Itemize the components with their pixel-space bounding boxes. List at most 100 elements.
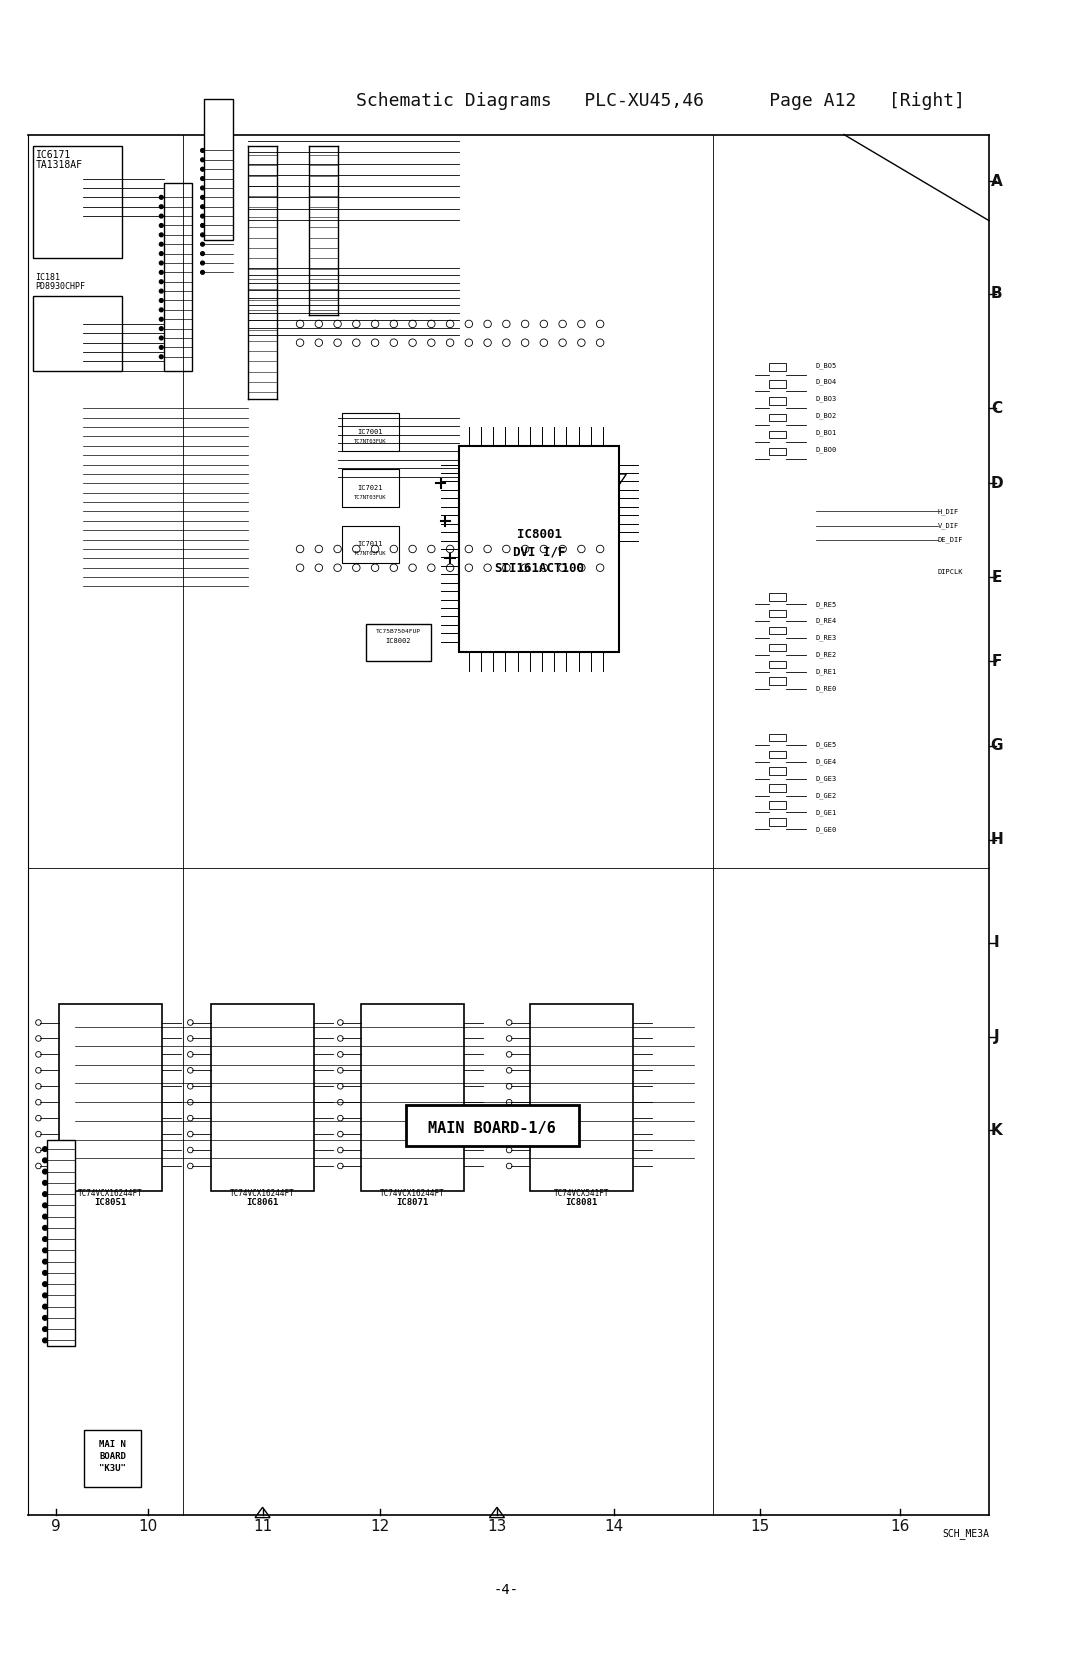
Text: IC8001: IC8001 bbox=[516, 529, 562, 541]
Text: DE_DIF: DE_DIF bbox=[937, 536, 963, 542]
Bar bbox=[769, 818, 786, 826]
Text: IC7011: IC7011 bbox=[357, 541, 383, 547]
FancyBboxPatch shape bbox=[406, 1105, 579, 1147]
Bar bbox=[164, 184, 192, 371]
Circle shape bbox=[43, 1215, 48, 1218]
Text: D_GE1: D_GE1 bbox=[815, 809, 837, 816]
Circle shape bbox=[160, 214, 163, 219]
Bar bbox=[769, 661, 786, 668]
Bar bbox=[769, 784, 786, 791]
Text: D_GE5: D_GE5 bbox=[815, 741, 837, 748]
Circle shape bbox=[201, 149, 204, 152]
Text: 12: 12 bbox=[370, 1519, 390, 1534]
Text: F: F bbox=[991, 654, 1002, 669]
Text: D_RE0: D_RE0 bbox=[815, 686, 837, 693]
Text: 10: 10 bbox=[138, 1519, 158, 1534]
Text: B: B bbox=[991, 287, 1002, 302]
Circle shape bbox=[201, 205, 204, 209]
Circle shape bbox=[160, 299, 163, 302]
Text: MAIN BOARD-1/6: MAIN BOARD-1/6 bbox=[429, 1122, 556, 1137]
Text: 11: 11 bbox=[253, 1519, 272, 1534]
Text: TC7NT03FUK: TC7NT03FUK bbox=[354, 496, 387, 501]
Bar bbox=[204, 98, 232, 240]
Circle shape bbox=[160, 335, 163, 340]
Text: 15: 15 bbox=[750, 1519, 769, 1534]
Circle shape bbox=[201, 242, 204, 245]
Text: D_GE3: D_GE3 bbox=[815, 776, 837, 783]
Text: D_RE5: D_RE5 bbox=[815, 601, 837, 608]
Text: D_RE1: D_RE1 bbox=[815, 669, 837, 676]
Text: SII161ACT100: SII161ACT100 bbox=[495, 562, 584, 576]
Circle shape bbox=[201, 224, 204, 227]
Circle shape bbox=[43, 1303, 48, 1308]
Circle shape bbox=[201, 177, 204, 180]
Circle shape bbox=[160, 327, 163, 330]
Text: TC74VCX541FT: TC74VCX541FT bbox=[554, 1188, 609, 1198]
Circle shape bbox=[160, 270, 163, 274]
Bar bbox=[769, 801, 786, 809]
Circle shape bbox=[160, 252, 163, 255]
Text: 9: 9 bbox=[52, 1519, 62, 1534]
Bar bbox=[530, 1003, 633, 1192]
Circle shape bbox=[160, 355, 163, 359]
Text: H_DIF: H_DIF bbox=[937, 507, 959, 514]
Text: IC7021: IC7021 bbox=[357, 486, 383, 491]
Text: TC7NT03FUK: TC7NT03FUK bbox=[354, 439, 387, 444]
Text: TC74VCX16244FT: TC74VCX16244FT bbox=[78, 1188, 143, 1198]
Text: TC75B7504FUP: TC75B7504FUP bbox=[376, 629, 421, 634]
Text: D_BO4: D_BO4 bbox=[815, 379, 837, 386]
Text: IC7001: IC7001 bbox=[357, 429, 383, 434]
Circle shape bbox=[43, 1237, 48, 1242]
Circle shape bbox=[160, 280, 163, 284]
Circle shape bbox=[160, 242, 163, 245]
Bar bbox=[342, 412, 399, 451]
Circle shape bbox=[160, 195, 163, 199]
Circle shape bbox=[43, 1170, 48, 1173]
Text: DVI I/F: DVI I/F bbox=[513, 546, 566, 559]
Circle shape bbox=[160, 205, 163, 209]
Text: IC8081: IC8081 bbox=[565, 1198, 597, 1207]
Circle shape bbox=[43, 1203, 48, 1208]
Bar bbox=[769, 414, 786, 422]
Circle shape bbox=[43, 1180, 48, 1185]
Bar bbox=[30, 137, 986, 1512]
Circle shape bbox=[201, 185, 204, 190]
Circle shape bbox=[43, 1192, 48, 1197]
Bar bbox=[366, 624, 431, 661]
Circle shape bbox=[160, 309, 163, 312]
Text: D_BO2: D_BO2 bbox=[815, 412, 837, 419]
Circle shape bbox=[160, 289, 163, 294]
Text: TC74VCX16244FT: TC74VCX16244FT bbox=[230, 1188, 295, 1198]
Text: PD8930CHPF: PD8930CHPF bbox=[36, 282, 85, 290]
Bar bbox=[769, 592, 786, 601]
Text: G: G bbox=[990, 738, 1003, 753]
Text: IC8071: IC8071 bbox=[396, 1198, 429, 1207]
Text: IC8061: IC8061 bbox=[246, 1198, 279, 1207]
Bar bbox=[769, 609, 786, 618]
Text: C: C bbox=[991, 401, 1002, 416]
Text: DIPCLK: DIPCLK bbox=[937, 569, 963, 576]
Text: D_RE3: D_RE3 bbox=[815, 634, 837, 641]
Circle shape bbox=[201, 260, 204, 265]
Text: MAI N: MAI N bbox=[99, 1440, 126, 1449]
Text: D_BO0: D_BO0 bbox=[815, 446, 837, 452]
FancyArrowPatch shape bbox=[104, 1434, 112, 1482]
Circle shape bbox=[43, 1248, 48, 1253]
Circle shape bbox=[43, 1327, 48, 1332]
Circle shape bbox=[160, 224, 163, 227]
Bar bbox=[459, 446, 619, 653]
Text: I: I bbox=[994, 935, 1000, 950]
Bar bbox=[769, 644, 786, 651]
Bar bbox=[769, 678, 786, 684]
Bar bbox=[59, 1003, 162, 1192]
Text: BOARD: BOARD bbox=[99, 1452, 126, 1460]
Text: E: E bbox=[991, 569, 1002, 584]
Circle shape bbox=[43, 1270, 48, 1275]
Bar bbox=[769, 628, 786, 634]
Bar bbox=[769, 447, 786, 456]
Text: SCH_ME3A: SCH_ME3A bbox=[942, 1529, 989, 1539]
Circle shape bbox=[43, 1158, 48, 1163]
Text: D_GE2: D_GE2 bbox=[815, 793, 837, 799]
Text: 14: 14 bbox=[605, 1519, 624, 1534]
Circle shape bbox=[43, 1339, 48, 1344]
